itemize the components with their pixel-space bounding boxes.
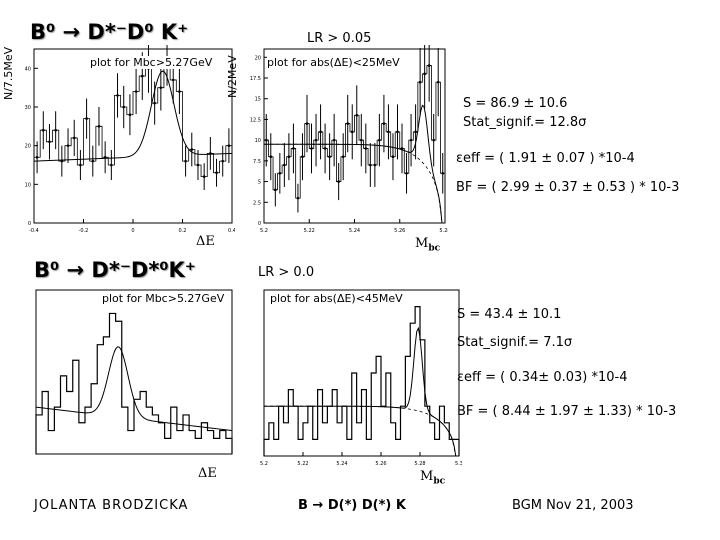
histogram-bottom-left — [22, 286, 235, 464]
signal-yield-bottom: S = 43.4 ± 10.1 — [457, 307, 562, 322]
cut-label-bottom: LR > 0.0 — [258, 265, 315, 280]
histogram-top-left: -0.4 -0.2 0 0.2 0.4 0 10 20 30 40 — [20, 45, 235, 235]
author-name: JOLANTA BRODZICKA — [34, 498, 189, 513]
decay-title-bottom: B⁰ → D*⁻D*⁰K⁺ — [34, 258, 196, 282]
x-tick-label: 5.28 — [439, 228, 448, 234]
x-tick-label: 0 — [131, 228, 134, 234]
x-tick-label: 5.2 — [260, 228, 268, 234]
plot-frame — [35, 289, 233, 455]
plot-caption-top-left: plot for Mbc>5.27GeV — [90, 56, 213, 69]
y-tick-label: 20 — [255, 55, 261, 61]
meeting-label: BGM Nov 21, 2003 — [512, 498, 634, 513]
plot-frame — [263, 48, 446, 224]
plot-caption-top-right: plot for abs(ΔE)<25MeV — [267, 56, 400, 69]
signal-yield-top: S = 86.9 ± 10.6 — [463, 96, 568, 111]
x-tick-label: 0.2 — [179, 228, 187, 234]
histogram-bottom-right: 5.2 5.22 5.24 5.26 5.28 5.3 — [250, 286, 462, 468]
x-axis-main-top-right: M — [415, 236, 429, 251]
x-axis-sub-top-right: bc — [428, 243, 441, 254]
plot-caption-bottom-left: plot for Mbc>5.27GeV — [102, 292, 225, 305]
histogram-top-right: 5.2 5.22 5.24 5.26 5.28 0 2.5 5 7.5 10 12.5 15 17.5 2… — [248, 45, 448, 235]
plot-frame — [263, 289, 460, 457]
decay-title-top: B⁰ → D*⁻D⁰ K⁺ — [30, 20, 189, 44]
significance-bottom: Stat_signif.= 7.1σ — [457, 335, 573, 350]
efficiency-top: εeff = ( 1.91 ± 0.07 ) *10-4 — [456, 151, 635, 166]
x-axis-label-bottom-left: ΔE — [198, 466, 217, 481]
y-tick-label: 10 — [25, 182, 31, 188]
y-axis-label-top-right: N/2MeV — [226, 55, 239, 98]
x-axis-main-bottom-right: M — [420, 469, 434, 484]
x-tick-label: 5.3 — [455, 461, 462, 467]
x-tick-label: -0.2 — [79, 228, 89, 234]
y-tick-label: 2.5 — [253, 200, 261, 206]
y-tick-label: 7.5 — [253, 159, 261, 165]
histogram-outline — [35, 312, 233, 454]
x-tick-label: 5.26 — [375, 461, 386, 467]
histogram-outline — [263, 306, 460, 456]
branching-fraction-bottom: BF = ( 8.44 ± 1.97 ± 1.33) * 10-3 — [457, 404, 677, 419]
x-tick-label: 0.4 — [228, 228, 235, 234]
histogram-outline — [33, 60, 233, 223]
y-tick-label: 15 — [255, 97, 261, 103]
y-tick-label: 10 — [255, 138, 261, 144]
y-tick-label: 17.5 — [250, 76, 261, 82]
y-tick-label: 0 — [28, 221, 31, 227]
x-axis-sub-bottom-right: bc — [433, 476, 446, 487]
y-tick-label: 20 — [25, 144, 31, 150]
fit-curve — [33, 70, 233, 162]
y-tick-label: 30 — [25, 105, 31, 111]
x-tick-label: 5.22 — [297, 461, 308, 467]
process-label: B → D(*) D(*) K — [298, 498, 406, 513]
background-curve — [264, 143, 445, 224]
x-tick-label: 5.26 — [394, 228, 405, 234]
cut-label-top: LR > 0.05 — [307, 31, 372, 46]
background-curve — [264, 405, 459, 457]
fit-curve — [35, 346, 233, 432]
plot-caption-bottom-right: plot for abs(ΔE)<45MeV — [270, 292, 403, 305]
y-tick-label: 40 — [25, 66, 31, 72]
y-tick-label: 12.5 — [250, 117, 261, 123]
histogram-outline — [263, 65, 446, 223]
x-axis-label-bottom-right: Mbc — [420, 469, 445, 487]
efficiency-bottom: εeff = ( 0.34± 0.03) *10-4 — [457, 370, 628, 385]
x-tick-label: 5.22 — [304, 228, 315, 234]
x-tick-label: 5.2 — [260, 461, 268, 467]
y-tick-label: 5 — [258, 180, 261, 186]
x-tick-label: -0.4 — [29, 228, 39, 234]
significance-top: Stat_signif.= 12.8σ — [463, 115, 587, 130]
x-axis-label-top-left: ΔE — [196, 234, 215, 249]
x-tick-label: 5.28 — [414, 461, 425, 467]
branching-fraction-top: BF = ( 2.99 ± 0.37 ± 0.53 ) * 10-3 — [456, 180, 680, 195]
y-axis-label-top-left: N/7.5MeV — [2, 46, 15, 100]
x-tick-label: 5.24 — [349, 228, 360, 234]
y-tick-label: 0 — [258, 221, 261, 227]
x-tick-label: 5.24 — [336, 461, 347, 467]
x-axis-label-top-right: Mbc — [415, 236, 440, 254]
plot-frame — [33, 48, 233, 224]
